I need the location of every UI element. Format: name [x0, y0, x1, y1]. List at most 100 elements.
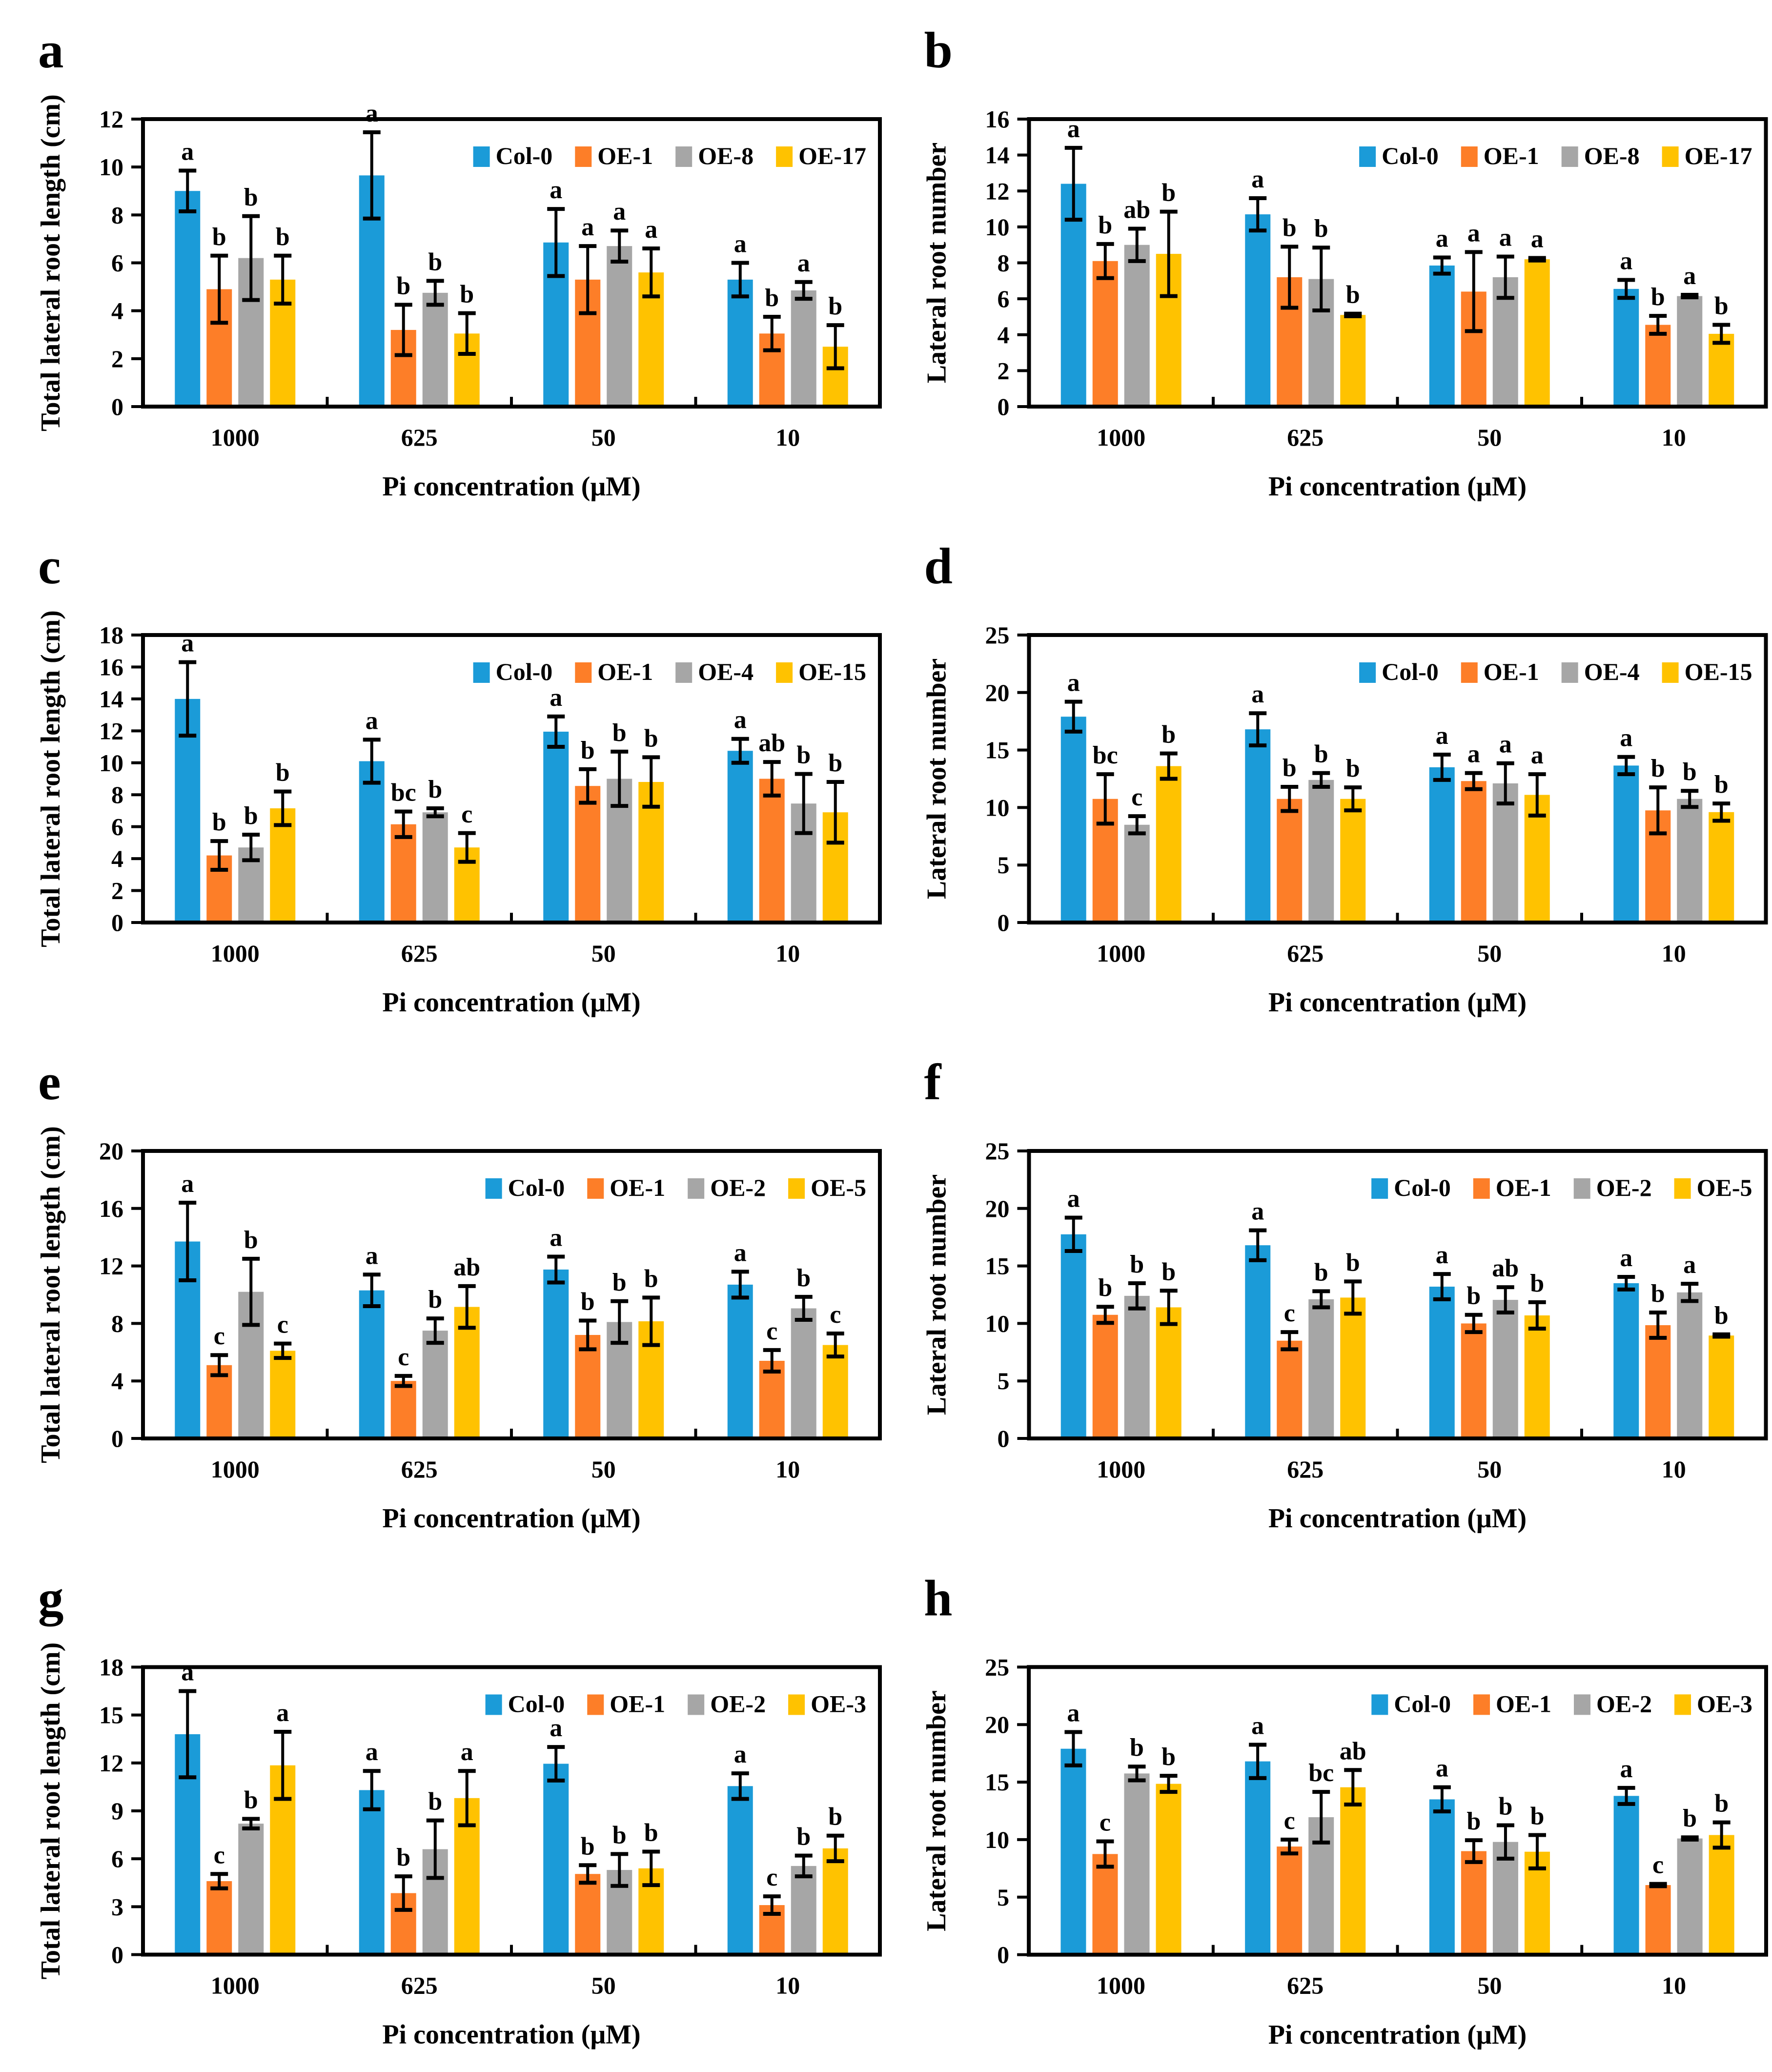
significance-letter: a	[581, 213, 594, 241]
bar	[1308, 780, 1334, 923]
legend-label: OE-5	[811, 1174, 866, 1201]
y-axis-ticks: 0 4 8 12 16 20	[99, 1137, 143, 1452]
significance-letter: b	[1346, 1249, 1360, 1276]
series-OE-1: c b b c	[206, 1832, 785, 1955]
x-category-label: 10	[1662, 1456, 1686, 1483]
significance-letter: a	[1683, 1251, 1696, 1279]
significance-letter: a	[1251, 1198, 1264, 1226]
legend-swatch	[776, 662, 793, 683]
y-tick-label: 0	[998, 393, 1010, 420]
y-tick-label: 6	[998, 285, 1010, 312]
legend-swatch	[1574, 1694, 1591, 1715]
x-category-label: 625	[401, 940, 438, 967]
y-tick-label: 12	[99, 1749, 123, 1777]
legend-swatch	[1371, 1694, 1388, 1715]
significance-letter: a	[1067, 669, 1080, 697]
bar	[1092, 1854, 1118, 1955]
y-tick-label: 12	[985, 177, 1010, 205]
panel-letter: h	[924, 1569, 952, 1626]
x-axis-title: Pi concentration (μM)	[382, 987, 640, 1018]
plot-border	[141, 117, 882, 409]
significance-letter: b	[828, 292, 842, 320]
significance-letter: a	[1467, 219, 1480, 247]
bar	[1645, 1325, 1671, 1438]
bar	[1156, 766, 1181, 923]
y-tick-label: 8	[111, 201, 123, 228]
legend-item-OE-3: OE-3	[1674, 1690, 1752, 1717]
significance-letter: ab	[453, 1253, 480, 1281]
legend-label: OE-1	[597, 658, 653, 685]
significance-letter: a	[550, 176, 562, 204]
significance-letter: a	[1620, 724, 1632, 752]
series-OE-1: c c b c	[1092, 1807, 1671, 1955]
significance-letter: b	[1683, 1805, 1697, 1832]
legend-item-OE-2: OE-2	[688, 1690, 766, 1718]
plot-border	[1027, 1665, 1768, 1957]
legend-item-OE-2: OE-2	[1573, 1174, 1652, 1201]
legend: Col-0 OE-1 OE-4 OE-15	[1359, 658, 1752, 685]
legend-swatch	[485, 1694, 502, 1715]
x-category-label: 625	[1287, 424, 1324, 451]
significance-letter: c	[1131, 783, 1142, 811]
y-tick-label: 25	[985, 1653, 1009, 1681]
legend-label: OE-3	[1697, 1690, 1752, 1717]
significance-letter: a	[1436, 225, 1448, 252]
y-tick-label: 10	[985, 213, 1010, 241]
panel-letter: a	[38, 21, 64, 79]
legend-item-Col-0: Col-0	[1371, 1174, 1451, 1201]
significance-letter: a	[1067, 1700, 1079, 1727]
legend-swatch	[575, 662, 592, 683]
x-category-label: 1000	[211, 1972, 260, 1999]
legend-label: Col-0	[508, 1690, 565, 1718]
legend-item-OE-1: OE-1	[1473, 1690, 1551, 1717]
bar	[1429, 1287, 1455, 1438]
significance-letter: b	[1161, 179, 1176, 207]
significance-letter: ab	[1492, 1254, 1519, 1282]
bar	[759, 1360, 785, 1438]
bar	[575, 786, 601, 923]
legend-item-OE-1: OE-1	[575, 142, 653, 169]
bar	[791, 1866, 816, 1955]
y-tick-label: 16	[985, 105, 1010, 133]
significance-letter: c	[766, 1864, 777, 1891]
x-axis-title: Pi concentration (μM)	[1268, 472, 1527, 502]
legend-label: OE-1	[610, 1174, 665, 1201]
bar	[270, 808, 296, 923]
bar	[1429, 266, 1455, 407]
legend-item-OE-8: OE-8	[675, 142, 754, 169]
panel-letter: d	[924, 537, 953, 595]
legend: Col-0 OE-1 OE-8 OE-17	[473, 142, 866, 169]
x-category-label: 1000	[1097, 424, 1145, 451]
x-category-label: 625	[401, 1972, 438, 1999]
significance-letter: b	[244, 1226, 258, 1254]
bar	[1613, 765, 1639, 923]
x-axis-title: Pi concentration (μM)	[382, 472, 640, 502]
bar	[175, 191, 201, 407]
legend-item-Col-0: Col-0	[1359, 142, 1439, 169]
bar	[543, 1269, 569, 1438]
y-axis-ticks: 0 2 4 6 8 10 12	[99, 105, 143, 420]
bar	[359, 1790, 385, 1955]
bar	[1124, 1773, 1150, 1955]
legend-item-OE-8: OE-8	[1561, 142, 1640, 169]
y-tick-label: 16	[99, 653, 123, 680]
significance-letter: b	[428, 248, 442, 276]
y-tick-label: 6	[111, 813, 123, 841]
bar	[422, 1331, 448, 1438]
significance-letter: a	[1067, 1185, 1080, 1213]
y-tick-label: 0	[998, 909, 1010, 936]
y-tick-label: 18	[99, 1654, 123, 1681]
bar	[575, 1874, 601, 1955]
bar	[727, 279, 753, 407]
significance-letter: ab	[1123, 196, 1150, 224]
legend-swatch	[1674, 1178, 1691, 1199]
bar	[1277, 1340, 1303, 1438]
x-category-label: 50	[1477, 940, 1502, 967]
significance-letter: a	[550, 1224, 562, 1251]
bar	[1092, 261, 1118, 407]
x-category-label: 1000	[1097, 1456, 1145, 1483]
bar	[1340, 315, 1366, 407]
